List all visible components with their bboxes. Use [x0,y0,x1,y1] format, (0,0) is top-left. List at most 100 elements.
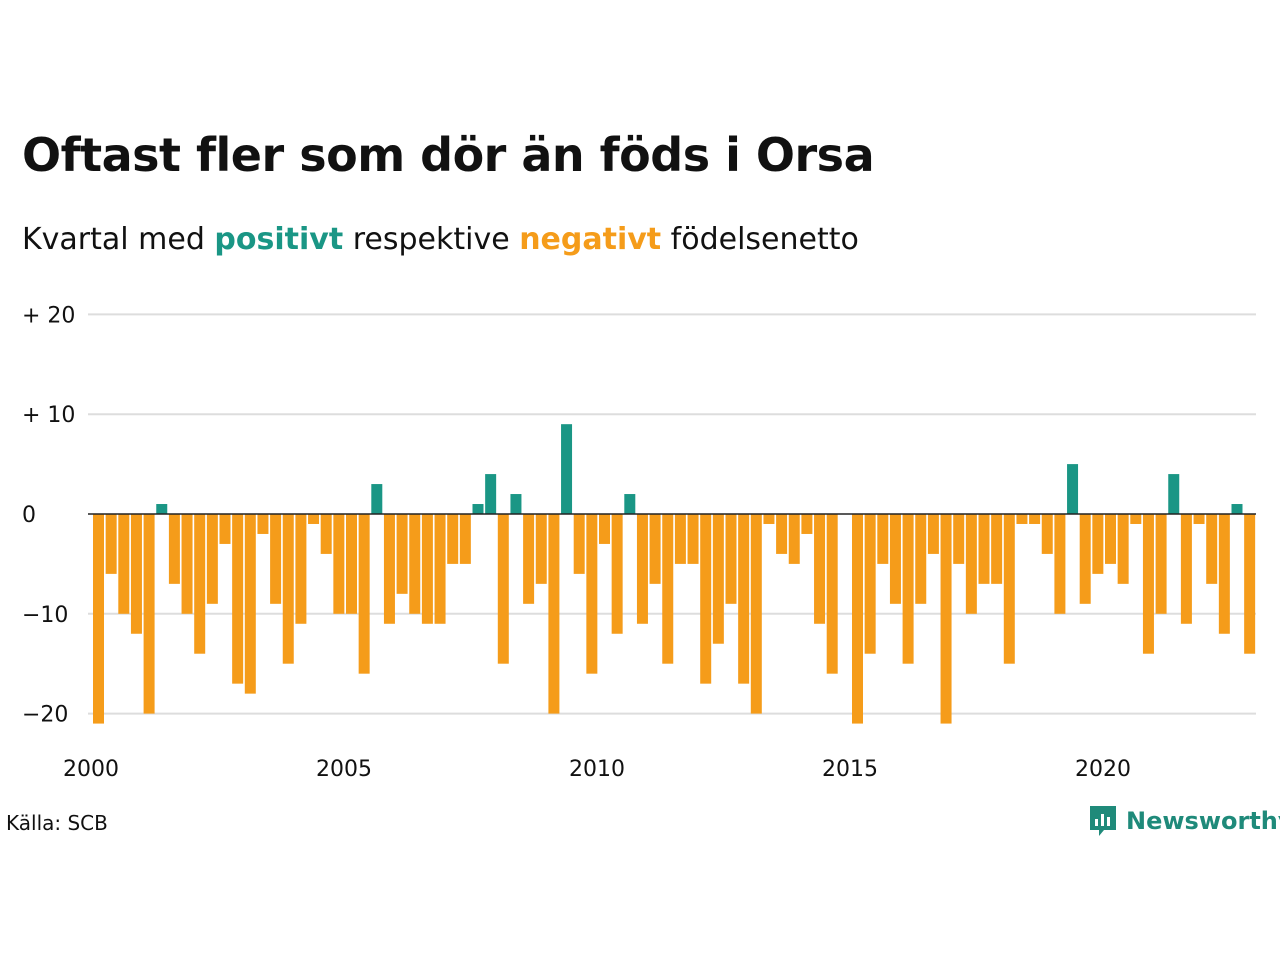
bar-negative [662,514,674,664]
bar-negative [232,514,244,684]
bar-negative [523,514,535,604]
y-tick-label: −10 [22,603,68,628]
bar-positive [561,424,573,514]
logo-text: Newsworthy [1126,807,1280,835]
bar-negative [181,514,193,614]
bar-negative [1180,514,1192,624]
bar-negative [383,514,395,624]
bar-negative [674,514,686,564]
bar-negative [105,514,117,574]
chart-title: Oftast fler som dör än föds i Orsa [22,128,875,182]
y-tick-label: 0 [22,503,36,528]
bar-negative [1092,514,1104,574]
bar-negative [1130,514,1142,524]
bar-positive [485,474,497,514]
bar-negative [573,514,585,574]
subtitle-positive-word: positivt [214,222,344,257]
bar-negative [978,514,990,584]
bar-negative [700,514,712,684]
bar-negative [333,514,345,614]
bar-negative [320,514,332,554]
bar-negative [1117,514,1129,584]
bar-negative [750,514,762,714]
bar-negative [130,514,142,634]
bar-negative [1155,514,1167,614]
bar-negative [915,514,927,604]
y-axis-ticks: + 20 + 10 0 −10 −20 [22,303,75,727]
bar-negative [93,514,104,724]
bar-negative [1003,514,1015,664]
bar-negative [738,514,750,684]
bar-negative [1244,514,1256,654]
bar-negative [358,514,370,674]
bar-negative [687,514,699,564]
bar-negative [1041,514,1053,554]
bar-negative [1193,514,1205,524]
bar-negative [257,514,269,534]
bar-negative [447,514,459,564]
bar-negative [902,514,914,664]
bar-negative [308,514,320,524]
bar-positive [510,494,522,514]
bar-positive [1231,504,1243,514]
bar-negative [940,514,952,724]
x-tick-label: 2005 [316,757,372,782]
bar-negative [763,514,775,524]
bar-negative [1142,514,1154,654]
bar-negative [712,514,724,644]
bar-negative [143,514,155,714]
source-note: Källa: SCB [6,811,108,835]
bar-negative [194,514,206,654]
bar-negative [459,514,471,564]
bar-negative [965,514,977,614]
bar-negative [497,514,509,664]
bar-negative [599,514,610,544]
bar-negative [1079,514,1091,604]
bar-negative [776,514,788,554]
bar-negative [1206,514,1218,584]
chart-subtitle: Kvartal med positivt respektive negativt… [22,222,859,257]
subtitle-negative-word: negativt [519,222,662,257]
bar-positive [156,504,168,514]
bar-positive [472,504,484,514]
bar-negative [788,514,800,564]
bar-negative [725,514,737,604]
bar-negative [864,514,876,654]
bar-negative [953,514,965,564]
bar-positive [624,494,636,514]
x-tick-label: 2010 [569,757,625,782]
bar-negative [1054,514,1066,614]
y-tick-label: −20 [22,703,68,728]
x-axis-ticks: 2000 2005 2010 2015 2020 [63,757,1131,782]
y-tick-label: + 20 [22,303,75,328]
bar-negative [1029,514,1041,524]
bar-chart-speech-bubble-icon [1090,806,1116,836]
bar-negative [168,514,180,584]
subtitle-text-middle: respektive [343,222,520,257]
bar-negative [927,514,939,554]
bar-negative [801,514,813,534]
bar-negative [649,514,661,584]
bar-negative [346,514,357,614]
bar-negative [636,514,648,624]
bar-negative [434,514,446,624]
newsworthy-logo: Newsworthy [1088,804,1280,838]
bar-negative [219,514,231,544]
x-tick-label: 2015 [822,757,878,782]
subtitle-text-end: födelsenetto [661,222,859,257]
bar-negative [586,514,598,674]
bar-negative [244,514,256,694]
bars [93,424,1256,724]
x-tick-label: 2000 [63,757,119,782]
bar-negative [295,514,307,624]
bar-negative [409,514,421,614]
subtitle-text-start: Kvartal med [22,222,215,257]
x-tick-label: 2020 [1075,757,1131,782]
bar-negative [396,514,408,594]
bar-negative [421,514,433,624]
bar-chart: + 20 + 10 0 −10 −20 2000 2005 2010 2015 2020 [22,303,1256,782]
bar-negative [852,514,863,724]
bar-negative [282,514,294,664]
bar-negative [535,514,547,584]
bar-negative [877,514,889,564]
